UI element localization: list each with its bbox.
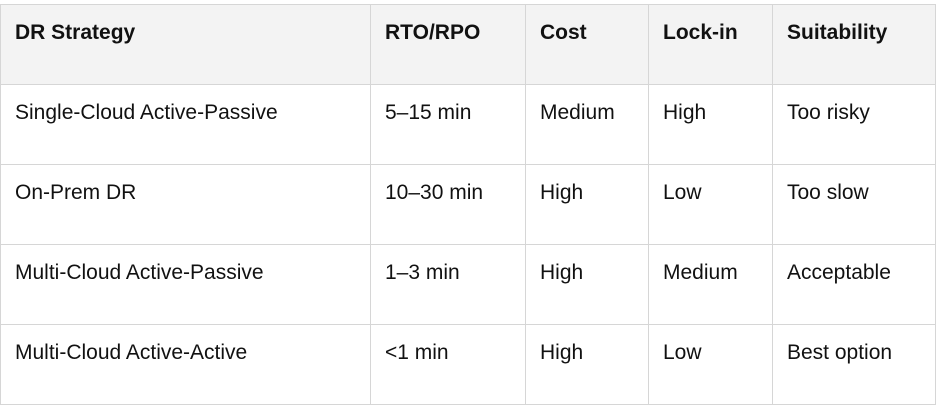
table-row: Multi-Cloud Active-Passive 1–3 min High … — [0, 244, 936, 325]
cell-dr-strategy: On-Prem DR — [0, 164, 371, 245]
cell-cost: High — [525, 244, 649, 325]
header-suitability: Suitability — [772, 4, 936, 85]
table-row: On-Prem DR 10–30 min High Low Too slow — [0, 164, 936, 245]
cell-dr-strategy: Multi-Cloud Active-Passive — [0, 244, 371, 325]
cell-lock-in: Medium — [648, 244, 773, 325]
cell-suitability: Too slow — [772, 164, 936, 245]
cell-dr-strategy: Single-Cloud Active-Passive — [0, 84, 371, 165]
cell-lock-in: High — [648, 84, 773, 165]
cell-cost: High — [525, 164, 649, 245]
header-cost: Cost — [525, 4, 649, 85]
header-lock-in: Lock-in — [648, 4, 773, 85]
cell-suitability: Acceptable — [772, 244, 936, 325]
dr-strategy-table: DR Strategy RTO/RPO Cost Lock-in Suitabi… — [0, 4, 936, 405]
cell-rto-rpo: 10–30 min — [370, 164, 526, 245]
table-row: Multi-Cloud Active-Active <1 min High Lo… — [0, 324, 936, 405]
cell-cost: High — [525, 324, 649, 405]
header-row: DR Strategy RTO/RPO Cost Lock-in Suitabi… — [0, 4, 936, 85]
cell-rto-rpo: 1–3 min — [370, 244, 526, 325]
table-header: DR Strategy RTO/RPO Cost Lock-in Suitabi… — [0, 4, 936, 85]
header-dr-strategy: DR Strategy — [0, 4, 371, 85]
table-body: Single-Cloud Active-Passive 5–15 min Med… — [0, 84, 936, 405]
cell-rto-rpo: <1 min — [370, 324, 526, 405]
table-row: Single-Cloud Active-Passive 5–15 min Med… — [0, 84, 936, 165]
cell-rto-rpo: 5–15 min — [370, 84, 526, 165]
cell-lock-in: Low — [648, 324, 773, 405]
header-rto-rpo: RTO/RPO — [370, 4, 526, 85]
cell-dr-strategy: Multi-Cloud Active-Active — [0, 324, 371, 405]
cell-suitability: Too risky — [772, 84, 936, 165]
cell-suitability: Best option — [772, 324, 936, 405]
cell-lock-in: Low — [648, 164, 773, 245]
cell-cost: Medium — [525, 84, 649, 165]
